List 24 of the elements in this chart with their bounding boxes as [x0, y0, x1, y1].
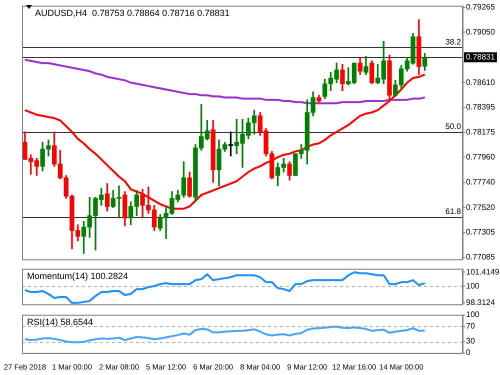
- annotation: 61.8: [445, 206, 462, 216]
- y-tick-label: 0.77960: [466, 152, 496, 162]
- y-tick-label: 0: [466, 348, 471, 358]
- y-tick-label: 70: [466, 321, 476, 330]
- y-tick-label: 30: [466, 336, 476, 346]
- y-tick-label: 0.78175: [466, 128, 496, 137]
- y-tick-label: 100: [466, 281, 480, 290]
- y-tick-label: 101.4149: [466, 267, 500, 276]
- chart-title: AUDUSD,H4 0.78753 0.78864 0.78716 0.78831: [35, 8, 230, 18]
- y-tick-label: 0.77305: [466, 227, 496, 236]
- y-tick-label: 0.77085: [466, 252, 496, 262]
- y-tick-label: 98.3124: [466, 298, 496, 307]
- annotation: 38.2: [445, 37, 462, 46]
- y-tick-label: 0.79265: [466, 2, 496, 12]
- y-tick-label: 0.78610: [466, 78, 496, 87]
- y-tick-label: 0.79050: [466, 27, 496, 36]
- y-tick-label: 0.77520: [466, 202, 496, 212]
- annotation: 50.0: [445, 122, 462, 132]
- chart-title: RSI(14) 58.6544: [27, 316, 94, 327]
- y-tick-label: 100: [466, 310, 480, 320]
- chart-title: Momentum(14) 100.2824: [27, 270, 128, 281]
- ref-line-label: 0.78831: [466, 52, 496, 62]
- y-tick-label: 0.78395: [466, 102, 496, 112]
- y-tick-label: 0.77740: [466, 178, 496, 187]
